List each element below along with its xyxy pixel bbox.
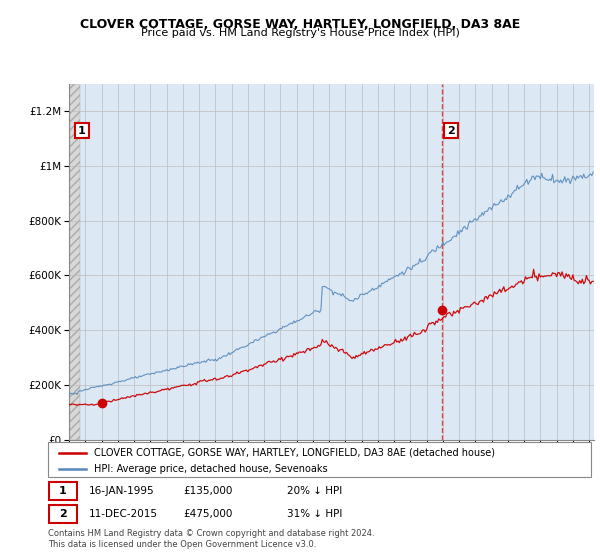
Text: Price paid vs. HM Land Registry's House Price Index (HPI): Price paid vs. HM Land Registry's House … [140,28,460,38]
Text: 16-JAN-1995: 16-JAN-1995 [89,486,154,496]
FancyBboxPatch shape [49,505,77,523]
Text: 2: 2 [59,509,67,519]
Text: 1: 1 [59,486,67,496]
FancyBboxPatch shape [49,482,77,500]
Text: 2: 2 [447,125,455,136]
Text: 31% ↓ HPI: 31% ↓ HPI [287,509,342,519]
Text: CLOVER COTTAGE, GORSE WAY, HARTLEY, LONGFIELD, DA3 8AE: CLOVER COTTAGE, GORSE WAY, HARTLEY, LONG… [80,18,520,31]
Text: HPI: Average price, detached house, Sevenoaks: HPI: Average price, detached house, Seve… [94,464,328,474]
Text: Contains HM Land Registry data © Crown copyright and database right 2024.
This d: Contains HM Land Registry data © Crown c… [48,529,374,549]
Text: £135,000: £135,000 [184,486,233,496]
Text: CLOVER COTTAGE, GORSE WAY, HARTLEY, LONGFIELD, DA3 8AE (detached house): CLOVER COTTAGE, GORSE WAY, HARTLEY, LONG… [94,448,495,458]
Text: 1: 1 [78,125,86,136]
Text: 11-DEC-2015: 11-DEC-2015 [89,509,158,519]
Text: 20% ↓ HPI: 20% ↓ HPI [287,486,342,496]
FancyBboxPatch shape [48,442,591,477]
Text: £475,000: £475,000 [184,509,233,519]
